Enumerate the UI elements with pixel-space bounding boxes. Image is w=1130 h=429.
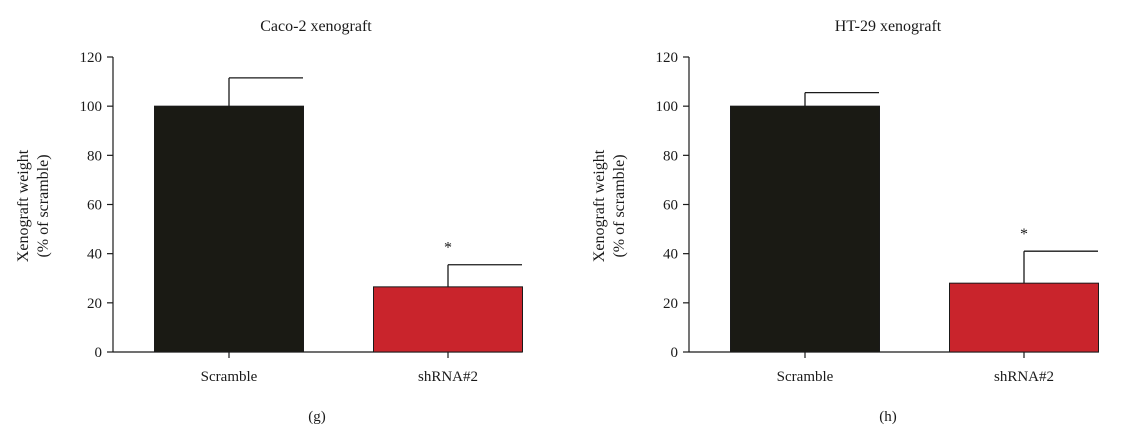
x-tick-label: Scramble bbox=[777, 369, 834, 385]
bar-scramble bbox=[154, 105, 304, 353]
bar-scramble bbox=[730, 105, 880, 353]
y-tick-label: 40 bbox=[87, 247, 102, 263]
y-tick-label: 120 bbox=[656, 50, 679, 66]
bars-layer: * bbox=[730, 91, 1099, 353]
panel-label: (h) bbox=[879, 409, 897, 425]
bars-layer: * bbox=[154, 77, 523, 353]
y-tick-label: 80 bbox=[87, 148, 102, 164]
y-tick-label: 20 bbox=[87, 296, 102, 312]
chart-panel-g: Caco-2 xenograft Xenograft weight (% of … bbox=[15, 18, 523, 425]
chart-title: Caco-2 xenograft bbox=[260, 18, 372, 35]
bar-shrna-2 bbox=[373, 286, 523, 353]
y-axis-label-line1: Xenograft weight bbox=[15, 149, 32, 262]
y-tick-label: 0 bbox=[95, 345, 103, 361]
y-axis-label-line1: Xenograft weight bbox=[591, 149, 608, 262]
significance-marker: * bbox=[444, 240, 452, 257]
chart-title: HT-29 xenograft bbox=[835, 18, 942, 35]
significance-marker: * bbox=[1020, 226, 1028, 243]
y-tick-label: 100 bbox=[656, 99, 679, 115]
y-tick-label: 80 bbox=[663, 148, 678, 164]
x-tick-label: Scramble bbox=[201, 369, 258, 385]
panel-label: (g) bbox=[308, 409, 326, 425]
y-tick-label: 100 bbox=[80, 99, 103, 115]
y-axis-label-line2: (% of scramble) bbox=[35, 154, 52, 257]
y-tick-label: 0 bbox=[671, 345, 679, 361]
y-tick-label: 60 bbox=[87, 198, 102, 214]
y-tick-label: 20 bbox=[663, 296, 678, 312]
y-tick-label: 120 bbox=[80, 50, 103, 66]
chart-panel-h: HT-29 xenograft Xenograft weight (% of s… bbox=[591, 18, 1099, 425]
y-axis-label-line2: (% of scramble) bbox=[611, 154, 628, 257]
y-tick-label: 40 bbox=[663, 247, 678, 263]
bar-shrna-2 bbox=[949, 282, 1099, 353]
x-tick-label: shRNA#2 bbox=[418, 369, 478, 385]
x-tick-label: shRNA#2 bbox=[994, 369, 1054, 385]
y-tick-label: 60 bbox=[663, 198, 678, 214]
axes: 0 20 40 60 80 100 120 Scramble shRNA#2 bbox=[80, 50, 522, 385]
